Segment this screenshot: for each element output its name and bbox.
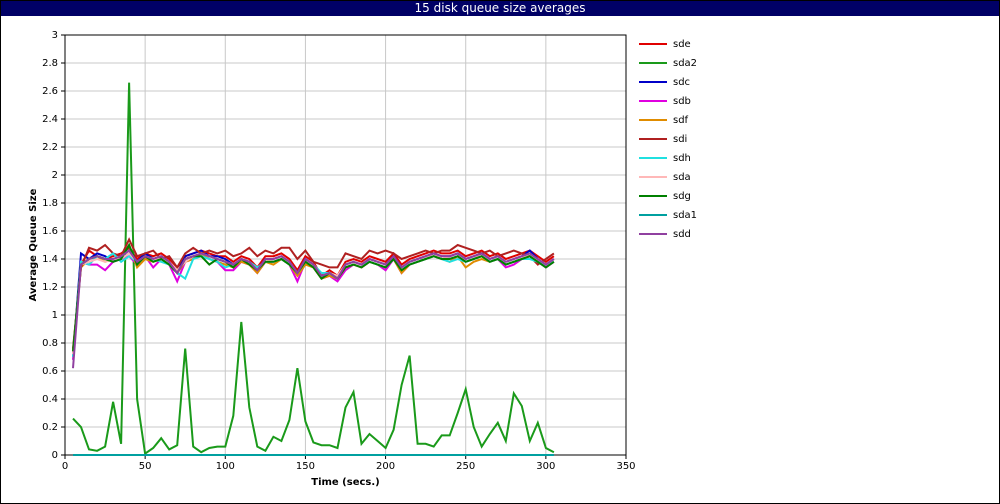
legend-label: sdc: [673, 77, 690, 88]
series-line: [72, 237, 555, 349]
series-line: [72, 82, 555, 456]
y-tick-label: 0.4: [42, 394, 58, 405]
legend-label: sdg: [673, 191, 691, 202]
series-line: [72, 249, 555, 369]
y-tick-label: 0.8: [42, 338, 58, 349]
y-tick-label: 1.2: [42, 282, 58, 293]
legend-label: sdd: [673, 229, 691, 240]
y-tick-label: 3: [52, 30, 58, 41]
series-line: [72, 242, 555, 352]
y-tick-label: 2: [52, 170, 58, 181]
y-tick-label: 2.2: [42, 142, 58, 153]
y-tick-label: 2.4: [42, 114, 58, 125]
legend-label: sda: [673, 172, 691, 183]
legend-label: sdb: [673, 96, 691, 107]
x-tick-label: 200: [376, 461, 395, 472]
legend-label: sda2: [673, 58, 697, 69]
y-tick-label: 0.6: [42, 366, 58, 377]
title-bar: 15 disk queue size averages: [1, 1, 999, 16]
x-tick-label: 0: [62, 461, 68, 472]
y-tick-label: 2.6: [42, 86, 58, 97]
y-tick-label: 0.2: [42, 422, 58, 433]
x-tick-label: 150: [296, 461, 315, 472]
legend-label: sdi: [673, 134, 687, 145]
y-tick-label: 2.8: [42, 58, 58, 69]
plot-area: [64, 34, 627, 456]
y-tick-label: 1: [52, 310, 58, 321]
legend-label: sdh: [673, 153, 691, 164]
y-tick-label: 1.4: [42, 254, 58, 265]
legend-label: sda1: [673, 210, 697, 221]
legend-label: sdf: [673, 115, 689, 126]
x-tick-label: 250: [456, 461, 475, 472]
y-tick-label: 1.6: [42, 226, 58, 237]
x-tick-label: 300: [536, 461, 555, 472]
x-tick-label: 50: [139, 461, 152, 472]
y-axis-label: Average Queue Size: [28, 188, 39, 301]
y-tick-label: 1.8: [42, 198, 58, 209]
x-tick-label: 100: [216, 461, 235, 472]
x-axis-label: Time (secs.): [311, 477, 380, 488]
legend-label: sde: [673, 39, 691, 50]
y-tick-label: 0: [52, 450, 58, 461]
x-tick-label: 350: [616, 461, 635, 472]
chart: 0 0.2 0.4 0.6 0.8 1 1.2 1.4 1.6 1.8 2 2.2 2.4 2.6 2.8 3…: [28, 30, 697, 488]
